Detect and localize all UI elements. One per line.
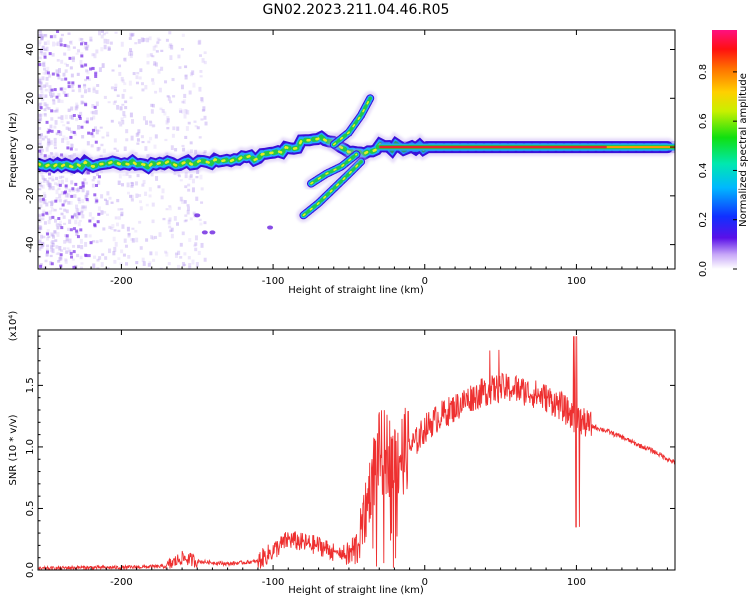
- colorbar-tick-label: 0.0: [698, 261, 709, 277]
- ridge-lower-branch: [296, 154, 369, 223]
- colorbar-tick-label: 0.2: [698, 212, 709, 228]
- page-title: GN02.2023.211.04.46.R05: [262, 2, 450, 18]
- ridge-middle-branch: [304, 147, 364, 191]
- snr-y-tick-label: 1.0: [25, 439, 36, 455]
- spectrogram-y-tick-label: -40: [25, 236, 36, 252]
- spectrogram-y-tick-label: 0: [25, 144, 36, 150]
- snr-x-axis-label: Height of straight line (km): [288, 585, 424, 596]
- snr-panel: -200 -100 0 100 0.0 0.5 1.0 1.5 Height of strai…: [8, 311, 676, 596]
- snr-series-line: [38, 336, 675, 570]
- ridge-core: [379, 141, 675, 154]
- colorbar-tick-label: 0.8: [698, 64, 709, 80]
- spectrogram-y-tick-label: -20: [25, 188, 36, 204]
- spectrogram-x-tick-label: 100: [567, 276, 586, 287]
- snr-y-axis-label: SNR (10 * v/v): [8, 414, 19, 485]
- snr-frame: [37, 329, 676, 571]
- spectrogram-x-tick-label: -200: [110, 276, 133, 287]
- spectrogram-x-tick-label: 0: [422, 276, 428, 287]
- snr-y-tick-label: 0.0: [25, 562, 36, 578]
- colorbar: 0.0 0.2 0.4 0.6 0.8 Normalized spectral ampl…: [698, 30, 749, 277]
- colorbar-tick-label: 0.4: [698, 162, 709, 178]
- ridges: [38, 91, 675, 223]
- snr-x-tick-label: -200: [110, 577, 133, 588]
- spectrogram-x-tick-label: -100: [262, 276, 285, 287]
- spectrogram-x-axis-label: Height of straight line (km): [288, 285, 424, 296]
- colorbar-tick-label: 0.6: [698, 113, 709, 129]
- spectrogram-y-tick-label: 40: [25, 43, 36, 56]
- ridge-upper-branch: [326, 91, 378, 152]
- snr-y-tick-label: 0.5: [25, 501, 36, 517]
- snr-x-tick-label: -100: [262, 577, 285, 588]
- spectrogram-y-tick-label: 20: [25, 92, 36, 105]
- snr-y-tick-label: 1.5: [25, 377, 36, 393]
- colorbar-label: Normalized spectral amplitude: [738, 73, 749, 227]
- colorbar-gradient: [712, 30, 737, 269]
- spectrogram-y-axis-label: Frequency (Hz): [8, 112, 19, 188]
- snr-scale-note: (x10⁴): [8, 311, 19, 342]
- snr-x-tick-label: 0: [422, 577, 428, 588]
- spectrogram-frame: [37, 29, 676, 270]
- snr-x-tick-label: 100: [567, 577, 586, 588]
